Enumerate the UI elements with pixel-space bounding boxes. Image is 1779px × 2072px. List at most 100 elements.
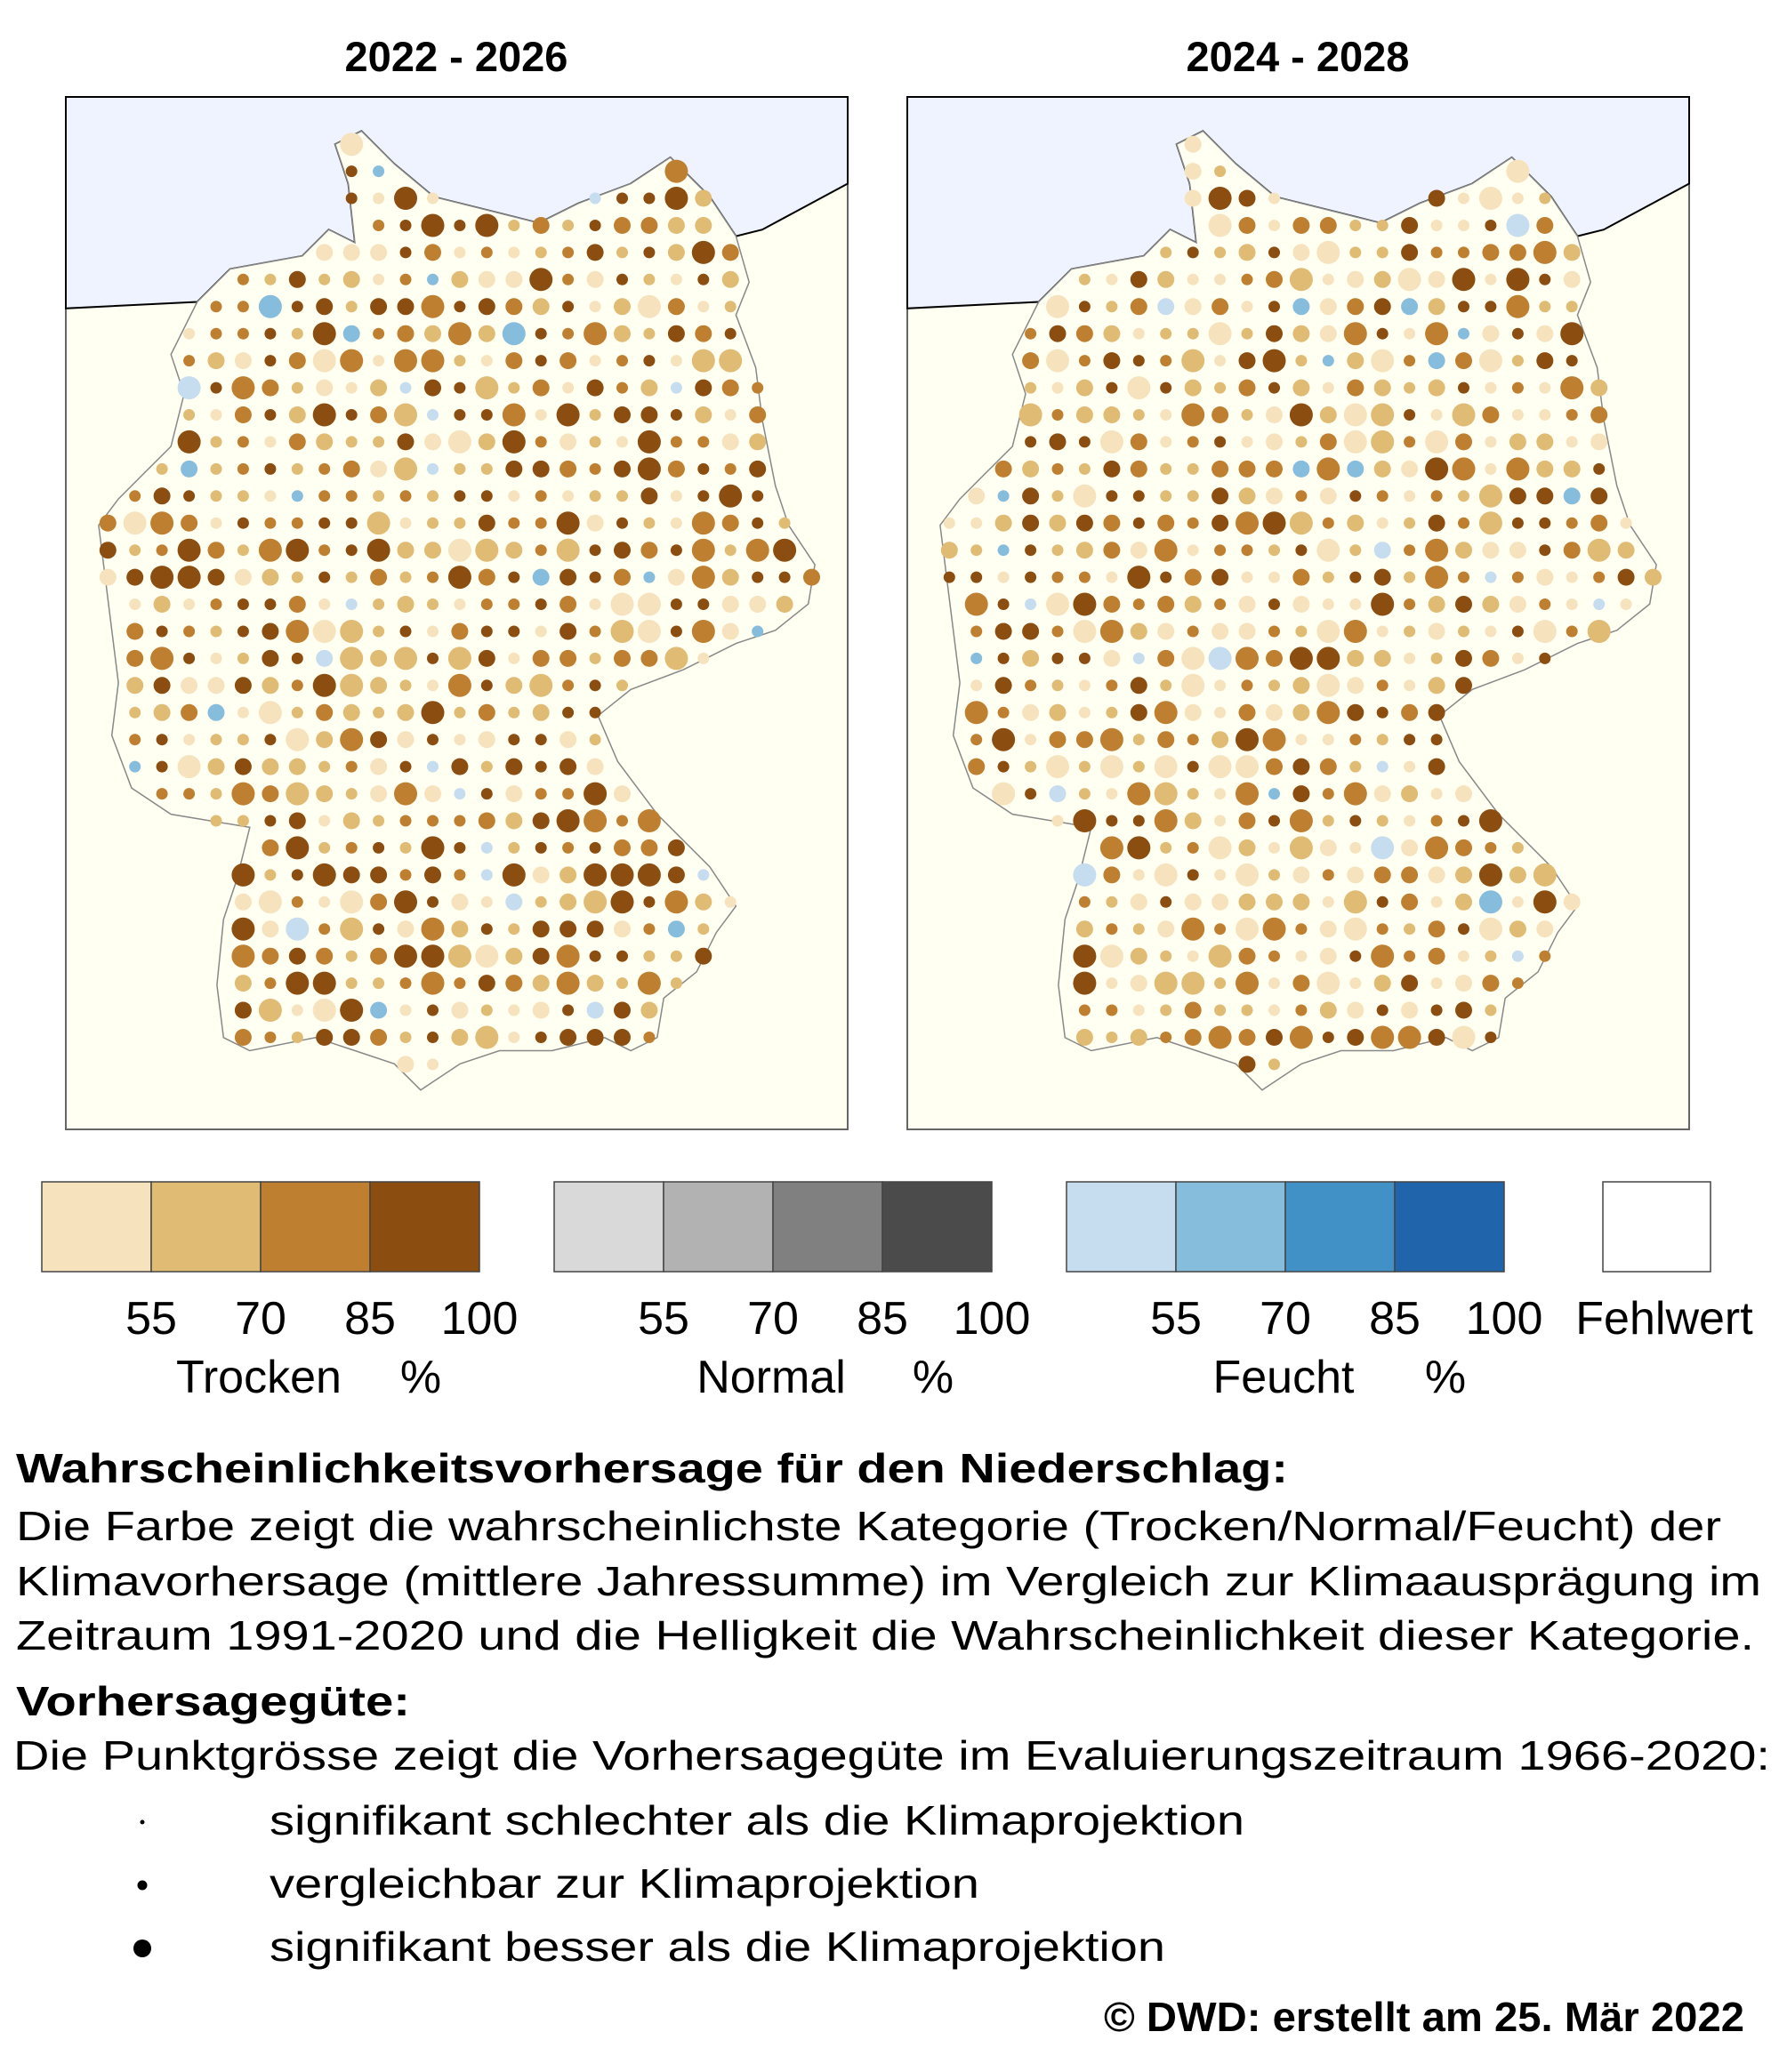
forecast-dot bbox=[370, 406, 388, 423]
forecast-dot bbox=[1154, 863, 1178, 887]
forecast-dot bbox=[345, 436, 358, 448]
forecast-dot bbox=[394, 646, 417, 671]
forecast-dot bbox=[1132, 923, 1145, 936]
forecast-dot bbox=[1073, 484, 1097, 508]
forecast-dot bbox=[210, 517, 222, 529]
forecast-dot bbox=[1509, 596, 1526, 613]
forecast-dot bbox=[1371, 1025, 1395, 1049]
forecast-dot bbox=[129, 760, 141, 773]
forecast-dot bbox=[264, 517, 277, 529]
forecast-dot bbox=[721, 270, 739, 288]
forecast-dot bbox=[207, 542, 225, 559]
forecast-dot bbox=[1214, 598, 1227, 610]
forecast-dot bbox=[427, 679, 439, 692]
forecast-dot bbox=[291, 381, 303, 394]
forecast-dot bbox=[1160, 436, 1172, 448]
forecast-dot bbox=[1214, 679, 1227, 692]
forecast-dot bbox=[231, 863, 255, 887]
legend-tick-label: 55 bbox=[638, 1293, 689, 1345]
forecast-dot bbox=[1455, 975, 1472, 992]
forecast-dot bbox=[1343, 917, 1367, 941]
forecast-dot bbox=[427, 571, 439, 583]
forecast-dot bbox=[264, 409, 277, 421]
forecast-dot bbox=[1130, 298, 1147, 316]
forecast-dot bbox=[1078, 895, 1091, 908]
forecast-dot bbox=[1132, 327, 1145, 340]
forecast-dot bbox=[1316, 240, 1340, 264]
forecast-dot bbox=[1154, 782, 1178, 806]
forecast-dot bbox=[1536, 920, 1554, 938]
forecast-dot bbox=[1208, 322, 1232, 346]
forecast-dot bbox=[1458, 950, 1469, 962]
forecast-dot bbox=[1238, 703, 1256, 721]
forecast-dot bbox=[177, 430, 201, 454]
forecast-dot bbox=[1157, 731, 1175, 749]
forecast-dot bbox=[502, 863, 526, 887]
forecast-dot bbox=[1025, 381, 1037, 394]
forecast-dot bbox=[345, 490, 358, 502]
forecast-dot bbox=[724, 327, 737, 340]
forecast-dot bbox=[1099, 430, 1123, 454]
forecast-dot bbox=[126, 568, 144, 586]
forecast-dot bbox=[586, 270, 604, 288]
panel-title: 2022 - 2026 bbox=[345, 33, 568, 80]
forecast-dot bbox=[614, 542, 631, 559]
forecast-dot bbox=[1404, 760, 1416, 773]
forecast-dot bbox=[1268, 571, 1280, 583]
forecast-dot bbox=[1051, 815, 1064, 827]
forecast-dot bbox=[231, 782, 255, 806]
forecast-dot bbox=[721, 379, 739, 397]
forecast-dot bbox=[237, 706, 249, 719]
forecast-dot bbox=[264, 815, 277, 827]
forecast-dot bbox=[1404, 490, 1416, 502]
forecast-dot bbox=[508, 598, 520, 610]
legend-swatch bbox=[1602, 1181, 1711, 1273]
forecast-dot bbox=[288, 596, 306, 613]
forecast-dot bbox=[1506, 457, 1530, 481]
forecast-dot bbox=[1236, 971, 1259, 995]
forecast-dot bbox=[505, 677, 523, 695]
forecast-dot bbox=[318, 841, 331, 854]
forecast-dot bbox=[264, 327, 277, 340]
forecast-dot bbox=[589, 950, 601, 962]
forecast-dot bbox=[532, 649, 550, 667]
forecast-dot bbox=[454, 598, 466, 610]
forecast-dot bbox=[670, 409, 682, 421]
forecast-dot bbox=[427, 815, 439, 827]
forecast-dot bbox=[397, 731, 415, 749]
forecast-dot bbox=[1404, 571, 1416, 583]
forecast-dot bbox=[1428, 379, 1445, 397]
forecast-dot bbox=[1211, 460, 1229, 478]
forecast-dot bbox=[454, 788, 466, 800]
forecast-dot bbox=[1482, 325, 1500, 342]
forecast-dot bbox=[210, 788, 222, 800]
forecast-dot bbox=[156, 625, 168, 638]
forecast-dot bbox=[1343, 322, 1367, 346]
forecast-dot bbox=[1154, 538, 1178, 562]
forecast-dot bbox=[1214, 788, 1227, 800]
forecast-dot bbox=[1099, 620, 1123, 643]
forecast-dot bbox=[1160, 246, 1172, 259]
forecast-dot bbox=[1376, 220, 1389, 231]
forecast-dot bbox=[454, 220, 466, 231]
forecast-dot bbox=[373, 165, 385, 178]
forecast-dot bbox=[370, 649, 388, 667]
forecast-dot bbox=[312, 403, 336, 427]
forecast-dot bbox=[1078, 679, 1091, 692]
forecast-dot bbox=[478, 975, 495, 992]
forecast-dot bbox=[1211, 298, 1229, 316]
forecast-dot bbox=[559, 920, 577, 938]
forecast-dot bbox=[1238, 622, 1256, 640]
forecast-dot bbox=[1316, 646, 1340, 671]
forecast-dot bbox=[556, 511, 580, 535]
forecast-dot bbox=[637, 809, 661, 832]
forecast-dot bbox=[1268, 950, 1280, 962]
forecast-dot bbox=[1025, 327, 1037, 340]
forecast-dot bbox=[1187, 273, 1199, 285]
forecast-dot bbox=[1236, 755, 1259, 779]
panel-title: 2024 - 2028 bbox=[1187, 33, 1410, 80]
forecast-dot bbox=[532, 217, 550, 234]
forecast-dot bbox=[1322, 788, 1334, 800]
forecast-dot bbox=[508, 1032, 520, 1043]
forecast-dot bbox=[421, 971, 445, 995]
